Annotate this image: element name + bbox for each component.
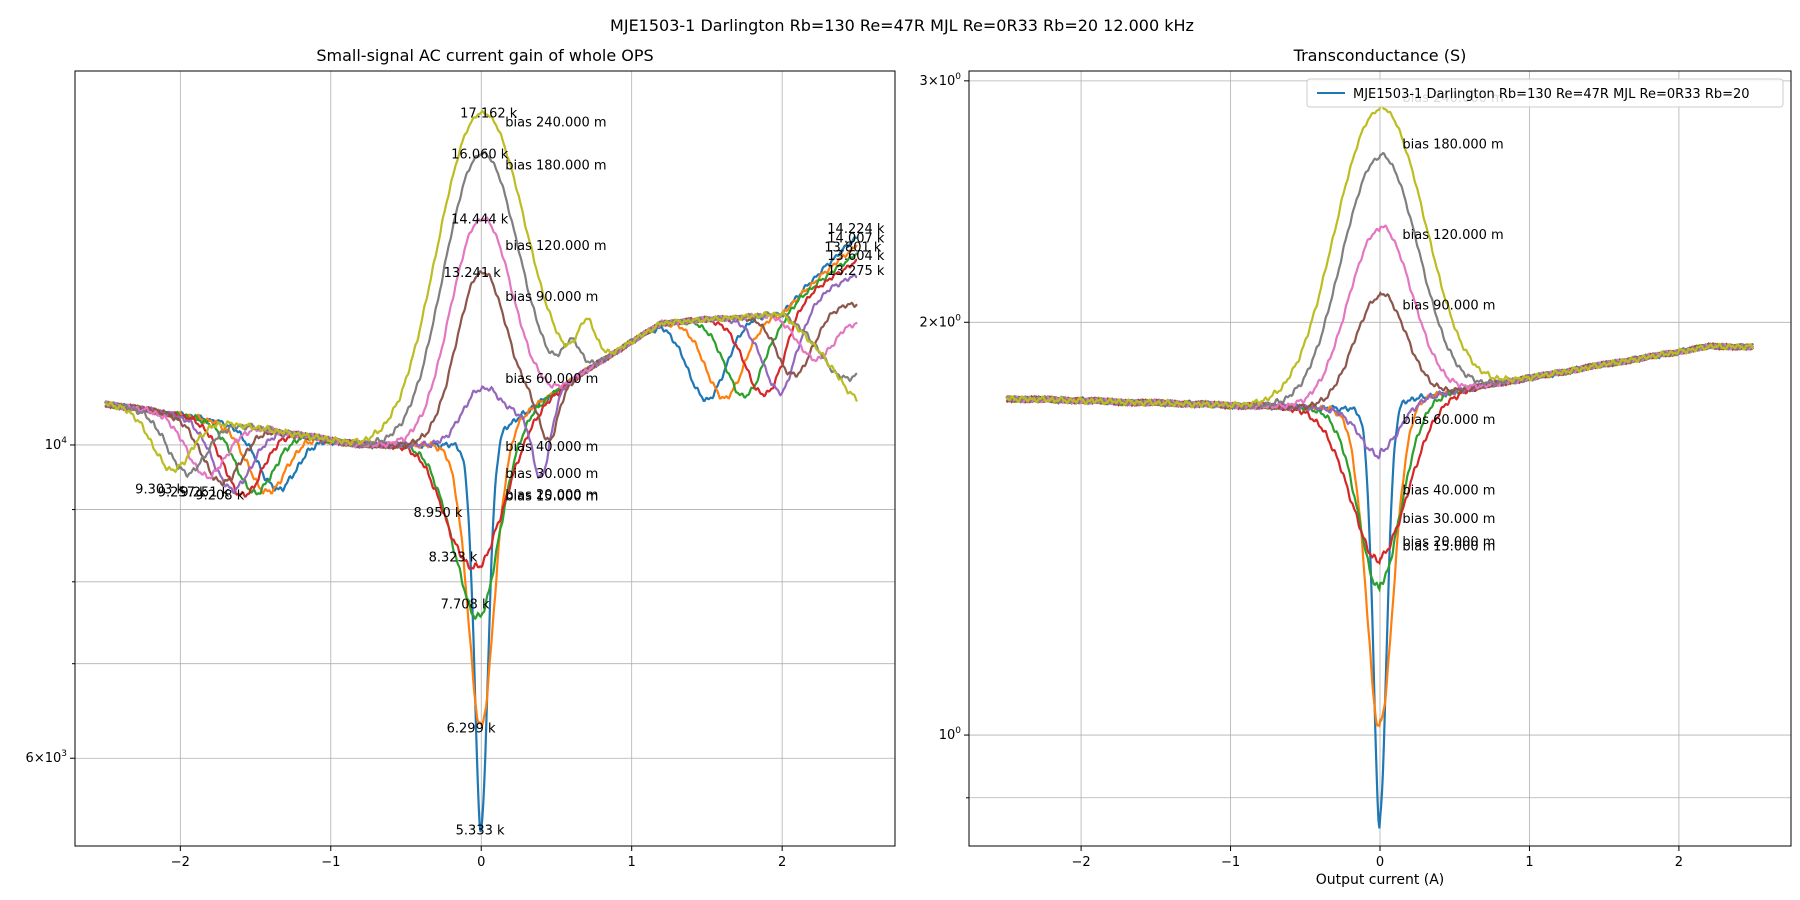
x-tick-label: 2: [1675, 855, 1683, 870]
min-value-label: 8.950 k: [414, 506, 463, 521]
x-tick-label: 2: [778, 855, 786, 870]
series-label: bias 20.000 m: [505, 488, 598, 503]
max-value-label: 13.275 k: [827, 264, 885, 279]
series-label: bias 30.000 m: [1402, 512, 1495, 527]
series-label: bias 40.000 m: [505, 440, 598, 455]
figure-suptitle: MJE1503-1 Darlington Rb=130 Re=47R MJL R…: [610, 16, 1194, 35]
series-line-bias-20: [104, 244, 858, 727]
legend: MJE1503-1 Darlington Rb=130 Re=47R MJL R…: [1306, 78, 1784, 108]
series-label: bias 120.000 m: [505, 239, 606, 254]
max-value-label: 14.007 k: [827, 231, 885, 246]
y-tick-label: 104: [45, 436, 68, 453]
series-label: bias 180.000 m: [1402, 138, 1503, 153]
max-value-label: 13.801 k: [824, 240, 882, 255]
series-label: bias 40.000 m: [1402, 484, 1495, 499]
series-label: bias 90.000 m: [505, 290, 598, 305]
x-tick-label: −2: [171, 855, 190, 870]
series-line-bias-60: [104, 273, 858, 495]
max-value-label: 16.060 k: [451, 147, 509, 162]
series-label: bias 120.000 m: [1402, 228, 1503, 243]
min-value-label: 5.333 k: [456, 824, 505, 839]
series-line-bias-240: [1006, 103, 1754, 409]
y-tick-label: 3×100: [920, 72, 962, 89]
max-value-label: 14.224 k: [827, 222, 885, 237]
transconductance-chart-frame: [968, 70, 1792, 847]
legend-box: [1306, 78, 1784, 108]
x-tick-label: −1: [1221, 855, 1240, 870]
series-label: bias 60.000 m: [505, 372, 598, 387]
min-value-label: 9.208 k: [195, 489, 244, 504]
x-tick-label: 1: [1525, 855, 1533, 870]
transconductance-chart-xlabel: Output current (A): [1316, 872, 1445, 888]
min-value-label: 9.303 k: [135, 482, 184, 497]
max-value-label: 17.162 k: [460, 107, 518, 122]
transconductance-chart-ticks: −2 −1 0 1 2 100 2×100 3×100: [920, 72, 1684, 870]
min-value-label: 7.708 k: [441, 598, 490, 613]
gain-chart-frame: [74, 70, 896, 847]
gain-chart-grid: [75, 71, 895, 846]
series-label: bias 20.000 m: [1402, 535, 1495, 550]
y-tick-label: 100: [939, 726, 962, 743]
series-label: bias 15.000 m: [505, 489, 598, 504]
x-tick-label: 0: [1376, 855, 1384, 870]
transconductance-chart-title: Transconductance (S): [1293, 46, 1467, 65]
min-value-label: 9.257 k: [158, 485, 207, 500]
series-label: bias 60.000 m: [1402, 413, 1495, 428]
x-tick-label: −2: [1072, 855, 1091, 870]
legend-entry: MJE1503-1 Darlington Rb=130 Re=47R MJL R…: [1353, 87, 1750, 102]
min-value-label: 8.323 k: [429, 551, 478, 566]
series-label: bias 180.000 m: [505, 158, 606, 173]
series-label: bias 90.000 m: [1402, 299, 1495, 314]
series-label: bias 30.000 m: [505, 467, 598, 482]
gain-chart-title: Small-signal AC current gain of whole OP…: [316, 46, 653, 65]
x-tick-label: 1: [628, 855, 636, 870]
y-tick-label: 6×103: [26, 749, 67, 766]
max-value-label: 14.444 k: [451, 212, 509, 227]
gain-chart-series: [104, 109, 859, 833]
series-label: bias 240.000 m: [505, 115, 606, 130]
transconductance-chart-series: [1005, 103, 1755, 829]
series-line-bias-240: [104, 109, 859, 474]
series-label: bias 15.000 m: [1402, 539, 1495, 554]
min-value-label: 6.299 k: [447, 721, 496, 736]
x-tick-label: −1: [321, 855, 340, 870]
gain-chart-ticks: −2 −1 0 1 2 104 6×103: [26, 436, 787, 870]
x-tick-label: 0: [477, 855, 485, 870]
y-tick-label: 2×100: [920, 313, 962, 330]
min-value-label: 9.251 k: [180, 486, 229, 501]
gain-chart: Small-signal AC current gain of whole OP…: [26, 46, 896, 870]
transconductance-chart-grid: [969, 71, 1791, 846]
transconductance-chart: Transconductance (S) Output current (A) …: [920, 46, 1792, 888]
max-value-label: 13.604 k: [827, 249, 885, 264]
max-value-label: 13.241 k: [444, 266, 502, 281]
